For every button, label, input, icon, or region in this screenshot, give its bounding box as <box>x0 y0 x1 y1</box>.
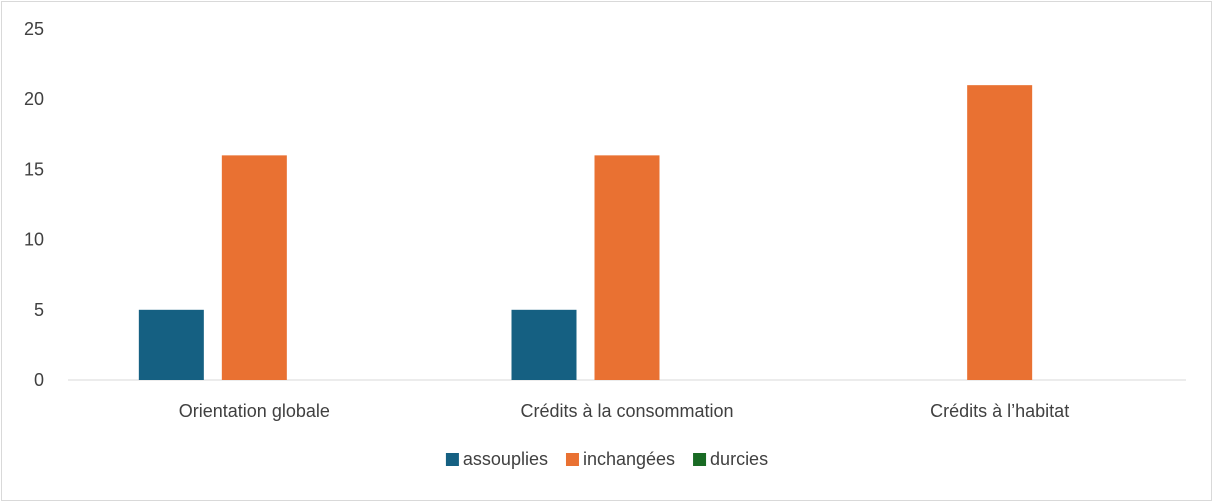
bar-inchang-es-1 <box>221 155 287 380</box>
x-tick-label: Crédits à la consommation <box>520 401 733 421</box>
y-tick-label: 25 <box>24 19 44 39</box>
category-labels: Orientation globale Crédits à la consomma… <box>179 401 1069 421</box>
bar-assouplies-1 <box>138 309 204 380</box>
legend-swatch <box>445 453 459 466</box>
y-tick-label: 10 <box>24 230 44 250</box>
y-tick-label: 0 <box>34 370 44 390</box>
legend-label: inchangées <box>583 449 675 469</box>
bars <box>138 85 1033 380</box>
y-tick-label: 20 <box>24 89 44 109</box>
bar-inchang-es-3 <box>967 85 1033 380</box>
legend: assouplies inchangées durcies <box>445 449 768 469</box>
bar-inchang-es-2 <box>594 155 660 380</box>
y-tick-label: 15 <box>24 159 44 179</box>
legend-swatch <box>565 453 579 466</box>
x-tick-label: Orientation globale <box>179 401 330 421</box>
x-tick-label: Crédits à l’habitat <box>930 401 1069 421</box>
legend-swatch <box>693 453 707 466</box>
legend-label: durcies <box>710 449 768 469</box>
bar-assouplies-2 <box>511 309 577 380</box>
legend-label: assouplies <box>463 449 548 469</box>
y-tick-label: 5 <box>34 300 44 320</box>
y-axis-ticks: 0 5 10 15 20 25 <box>24 19 44 390</box>
